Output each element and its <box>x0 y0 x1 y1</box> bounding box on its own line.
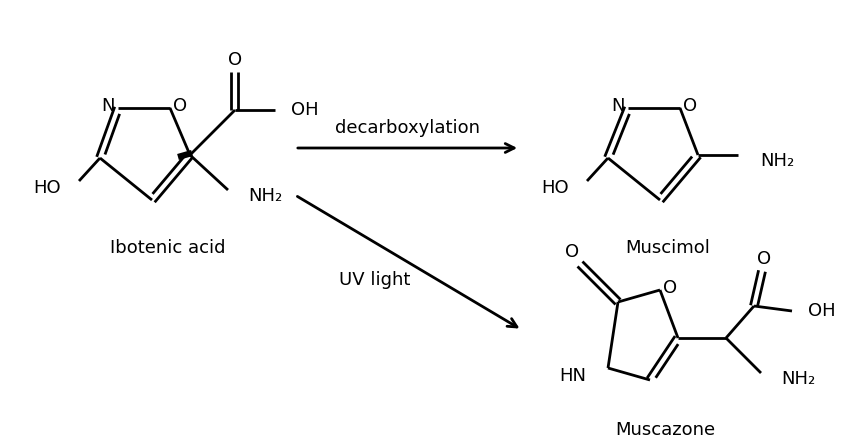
Text: NH₂: NH₂ <box>248 187 282 205</box>
Text: N: N <box>101 97 115 115</box>
Text: Muscimol: Muscimol <box>625 239 710 257</box>
Text: O: O <box>757 250 771 268</box>
Text: HO: HO <box>33 179 61 197</box>
Text: O: O <box>683 97 697 115</box>
Text: decarboxylation: decarboxylation <box>336 119 480 137</box>
Text: UV light: UV light <box>339 271 411 289</box>
Text: HN: HN <box>559 367 586 385</box>
Text: O: O <box>173 97 187 115</box>
Text: OH: OH <box>291 101 319 119</box>
Text: O: O <box>228 51 242 69</box>
Text: OH: OH <box>808 302 836 320</box>
Text: N: N <box>611 97 625 115</box>
Text: O: O <box>663 279 677 297</box>
Text: Muscazone: Muscazone <box>615 421 715 439</box>
Text: NH₂: NH₂ <box>781 370 815 388</box>
Text: O: O <box>565 243 579 261</box>
Text: HO: HO <box>541 179 569 197</box>
Text: Ibotenic acid: Ibotenic acid <box>110 239 225 257</box>
Text: NH₂: NH₂ <box>760 152 794 170</box>
